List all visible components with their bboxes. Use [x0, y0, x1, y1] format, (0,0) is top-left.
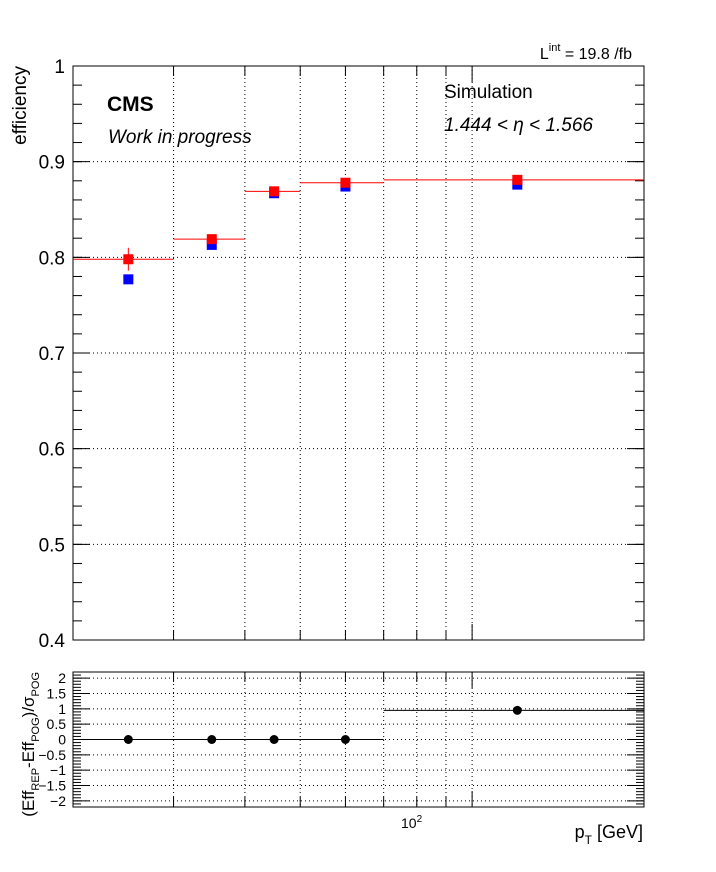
y-tick-label: 1: [54, 57, 65, 78]
top-data-marks: [73, 174, 644, 285]
y-tick-label: 1.5: [47, 685, 67, 701]
ratio-point: [123, 735, 133, 744]
red-point: [269, 186, 280, 197]
ratio-point: [207, 735, 217, 744]
y-tick-label: 1: [58, 701, 66, 717]
x-tick-label-100: 102: [401, 814, 423, 831]
blue-point: [123, 274, 134, 285]
blue-point: [206, 239, 217, 250]
y-tick-label: 0.5: [47, 716, 67, 732]
y-tick-label: 0.6: [39, 440, 65, 461]
eta-range-label: 1.444 < η < 1.566: [444, 115, 593, 136]
top-frame: [72, 65, 645, 641]
y-tick-label: 0.7: [39, 344, 65, 365]
y-tick-label: −0.5: [38, 747, 66, 763]
red-point: [123, 254, 134, 265]
y-tick-label: 0.9: [39, 153, 65, 174]
y-tick-label: −2: [50, 793, 66, 809]
bottom-axis-ticks: −2−1.5−1−0.500.511.52: [38, 670, 644, 809]
lumi-label: Lint = 19.8 /fb: [540, 42, 632, 63]
top-axis-ticks: 0.4 0.5 0.6 0.7 0.8 0.9 1: [39, 57, 644, 652]
y-tick-label: −1: [50, 762, 66, 778]
y-tick-label: 2: [58, 670, 66, 686]
y-tick-label: 0.8: [39, 248, 65, 269]
bottom-data-marks: [73, 705, 644, 744]
top-grid: [73, 66, 644, 640]
y-tick-label: −1.5: [38, 778, 66, 794]
y-tick-label: 0.4: [39, 631, 66, 652]
x-axis-title: pT [GeV]: [575, 822, 643, 847]
ratio-point: [269, 735, 279, 744]
red-point: [512, 174, 523, 185]
ratio-point: [512, 705, 522, 715]
ratio-point: [340, 735, 350, 744]
y-tick-label: 0.5: [39, 535, 65, 556]
y-tick-label: 0: [58, 732, 66, 748]
y-axis-title: efficiency: [10, 66, 31, 145]
cms-label: CMS: [107, 93, 154, 116]
simulation-label: Simulation: [444, 82, 533, 103]
red-point: [206, 234, 217, 245]
red-point: [340, 177, 351, 188]
work-in-progress-label: Work in progress: [108, 127, 252, 148]
ratio-y-axis-title: (EffREP-EffPOG)/σPOG: [19, 672, 42, 817]
bottom-grid: [73, 672, 644, 807]
